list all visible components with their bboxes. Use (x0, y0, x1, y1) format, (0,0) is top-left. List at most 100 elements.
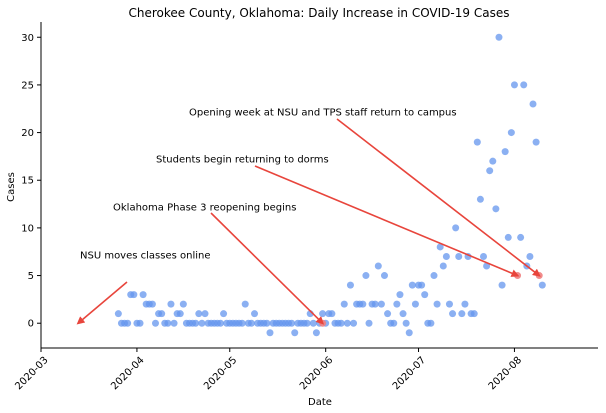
y-tick-label: 10 (21, 223, 34, 234)
data-point (510, 81, 518, 89)
y-ticks: 0 5 10 15 20 25 30 (21, 33, 41, 330)
annotation-text: NSU moves classes online (80, 251, 211, 262)
data-point (263, 319, 271, 327)
highlight-points (319, 272, 543, 327)
data-point (176, 310, 184, 318)
data-point (442, 252, 450, 260)
data-point (241, 300, 249, 308)
data-point (136, 319, 144, 327)
data-point (158, 310, 166, 318)
data-point (192, 319, 200, 327)
data-point (520, 81, 528, 89)
data-point (312, 329, 320, 337)
data-point (436, 243, 444, 251)
data-point (526, 252, 534, 260)
data-point (390, 319, 398, 327)
y-tick-label: 25 (21, 80, 34, 91)
data-point (337, 319, 345, 327)
data-point (427, 319, 435, 327)
data-point (486, 167, 494, 175)
data-point (247, 319, 255, 327)
data-point (201, 310, 209, 318)
data-point (303, 319, 311, 327)
data-point (455, 252, 463, 260)
annotation-arrow (76, 281, 128, 325)
data-point (288, 319, 296, 327)
data-point (195, 310, 203, 318)
x-tick-label: 2020-04 (109, 355, 146, 392)
x-tick-label: 2020-08 (487, 355, 524, 392)
data-point (343, 319, 351, 327)
x-tick-label: 2020-06 (298, 355, 335, 392)
data-point (124, 319, 132, 327)
data-point (346, 281, 354, 289)
data-point (538, 281, 546, 289)
data-point (220, 310, 228, 318)
data-point (458, 310, 466, 318)
annotations: NSU moves classes online Oklahoma Phase 3… (76, 108, 541, 325)
data-point (170, 319, 178, 327)
x-tick-label: 2020-05 (202, 355, 239, 392)
data-point (498, 281, 506, 289)
data-point (430, 272, 438, 280)
data-point (473, 138, 481, 146)
data-point (452, 224, 460, 232)
data-point (439, 262, 447, 270)
data-point (362, 272, 370, 280)
data-point (418, 281, 426, 289)
data-point (393, 300, 401, 308)
data-point (399, 310, 407, 318)
data-point (365, 319, 373, 327)
plot-points (114, 33, 546, 337)
data-point (501, 148, 509, 156)
data-point (167, 300, 175, 308)
y-tick-label: 15 (21, 176, 34, 187)
x-axis-label: Date (308, 397, 332, 408)
data-point (151, 319, 159, 327)
y-axis-label: Cases (6, 172, 17, 202)
data-point (445, 300, 453, 308)
data-point (371, 300, 379, 308)
data-point (532, 138, 540, 146)
data-point (402, 319, 410, 327)
data-point (433, 300, 441, 308)
data-point (507, 129, 515, 137)
data-point (328, 310, 336, 318)
data-point (238, 319, 246, 327)
data-point (377, 300, 385, 308)
data-point (251, 310, 259, 318)
y-tick-label: 20 (21, 128, 34, 139)
data-point (529, 100, 537, 108)
data-point (198, 319, 206, 327)
data-point (411, 300, 419, 308)
data-point (374, 262, 382, 270)
data-point (380, 272, 388, 280)
data-point (483, 262, 491, 270)
data-point (476, 195, 484, 203)
y-tick-label: 30 (21, 33, 34, 44)
x-tick-label: 2020-03 (13, 355, 50, 392)
data-point (396, 291, 404, 299)
data-point (408, 281, 416, 289)
data-point (480, 252, 488, 260)
annotation-arrow (336, 118, 541, 277)
data-point (489, 157, 497, 165)
x-ticks: 2020-03 2020-04 2020-05 2020-06 2020-07 2020-… (13, 348, 524, 392)
data-point (359, 300, 367, 308)
data-point (405, 329, 413, 337)
data-point (384, 310, 392, 318)
data-point (340, 300, 348, 308)
data-point (164, 319, 172, 327)
y-tick-label: 5 (28, 271, 34, 282)
data-point (216, 319, 224, 327)
annotation-text: Students begin returning to dorms (156, 155, 329, 166)
y-tick-label: 0 (28, 319, 34, 330)
data-point (495, 33, 503, 41)
data-point (266, 329, 274, 337)
data-point (504, 233, 512, 241)
chart-title: Cherokee County, Oklahoma: Daily Increas… (129, 6, 510, 20)
data-point (291, 329, 299, 337)
data-point (350, 319, 358, 327)
annotation-arrow (254, 165, 520, 277)
